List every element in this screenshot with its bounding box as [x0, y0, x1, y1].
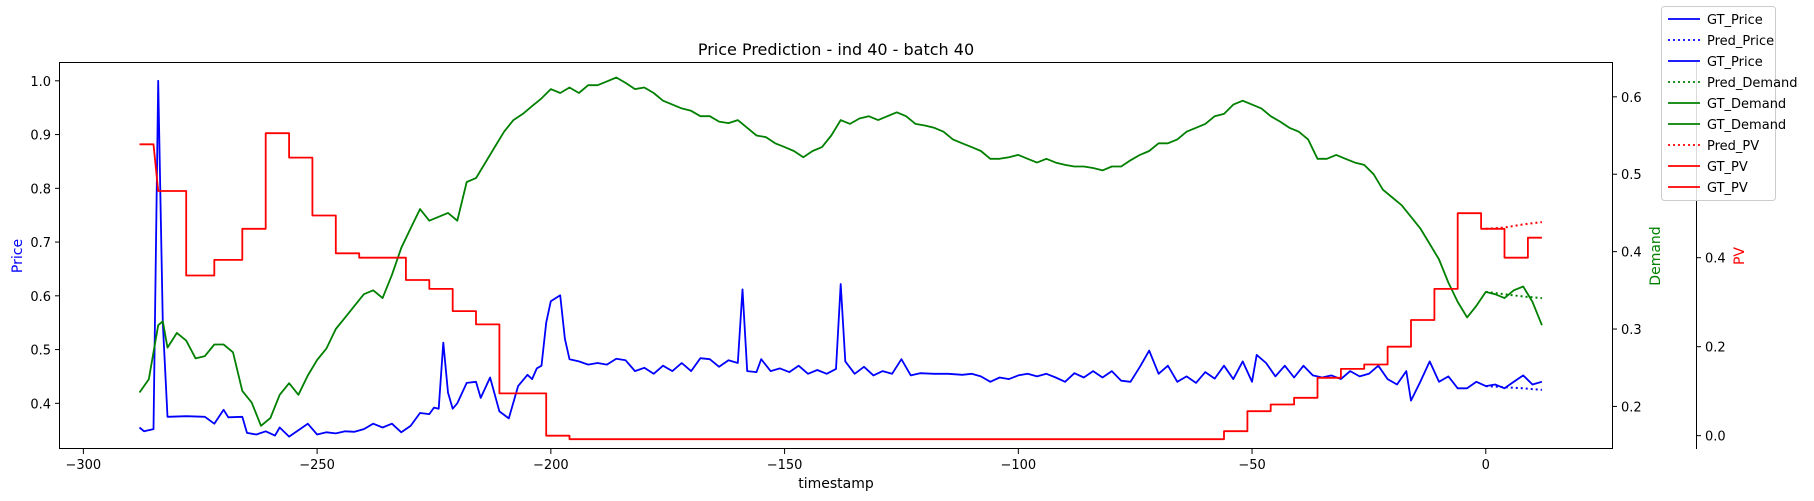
price-tick-label: 0.7: [30, 236, 51, 251]
legend-label: GT_Price: [1707, 13, 1763, 28]
x-tick-label: −200: [533, 458, 569, 473]
series-pred-price-line: [1485, 385, 1542, 391]
price-tick-label: 1.0: [30, 75, 51, 90]
x-tick-label: −300: [66, 458, 102, 473]
demand-tick-label: 0.3: [1621, 323, 1642, 338]
demand-tick-label: 0.2: [1621, 400, 1642, 415]
x-tick-label: −250: [299, 458, 335, 473]
x-tick-label: −50: [1238, 458, 1265, 473]
legend-label: Pred_Demand: [1707, 76, 1798, 91]
legend-label: Pred_Price: [1707, 34, 1774, 49]
legend-label: GT_Demand: [1707, 118, 1786, 133]
legend-label: GT_Price: [1707, 55, 1763, 70]
price-tick-label: 0.8: [30, 182, 51, 197]
series-pred-pv-line: [1485, 221, 1543, 230]
pv-axis-ticks: 0.0 0.2 0.4: [1696, 252, 1726, 445]
series-gt-price-line: [138, 79, 1543, 438]
legend: GT_Price Pred_Price GT_Price Pred_Demand GT_…: [1661, 6, 1798, 201]
demand-tick-label: 0.5: [1621, 168, 1642, 183]
series-pred-demand-line: [1485, 290, 1542, 300]
legend-label: GT_PV: [1707, 160, 1748, 175]
demand-axis-ticks: 0.2 0.3 0.4 0.5 0.6: [1612, 91, 1642, 415]
demand-tick-label: 0.4: [1621, 246, 1642, 261]
series-gt-pv-line: [139, 132, 1542, 441]
pv-tick-label: 0.4: [1705, 252, 1726, 267]
x-tick-label: −100: [1000, 458, 1036, 473]
price-tick-label: 0.9: [30, 129, 51, 144]
demand-axis-label: Demand: [1648, 226, 1664, 285]
x-tick-label: 0: [1482, 458, 1490, 473]
price-tick-label: 0.6: [30, 290, 51, 305]
legend-box: [1661, 6, 1776, 201]
series-gt-demand-line: [138, 76, 1543, 427]
series-layer: [138, 76, 1543, 441]
pv-tick-label: 0.2: [1705, 341, 1726, 356]
price-tick-label: 0.4: [30, 397, 51, 412]
price-axis-label: Price: [10, 239, 26, 273]
price-tick-label: 0.5: [30, 344, 51, 359]
legend-label: GT_PV: [1707, 181, 1748, 196]
legend-label: GT_Demand: [1707, 97, 1786, 112]
x-axis-ticks: −300 −250 −200 −150 −100 −50 0: [66, 449, 1490, 473]
pv-tick-label: 0.0: [1705, 430, 1726, 445]
demand-tick-label: 0.6: [1621, 91, 1642, 106]
pv-axis-label: PV: [1732, 247, 1748, 265]
plot-frame: [59, 62, 1613, 449]
legend-label: Pred_PV: [1707, 139, 1759, 154]
price-axis-ticks: 0.4 0.5 0.6 0.7 0.8 0.9 1.0: [30, 75, 60, 412]
x-tick-label: −150: [767, 458, 803, 473]
chart-title: Price Prediction - ind 40 - batch 40: [698, 40, 974, 59]
x-axis-label: timestamp: [798, 476, 874, 492]
